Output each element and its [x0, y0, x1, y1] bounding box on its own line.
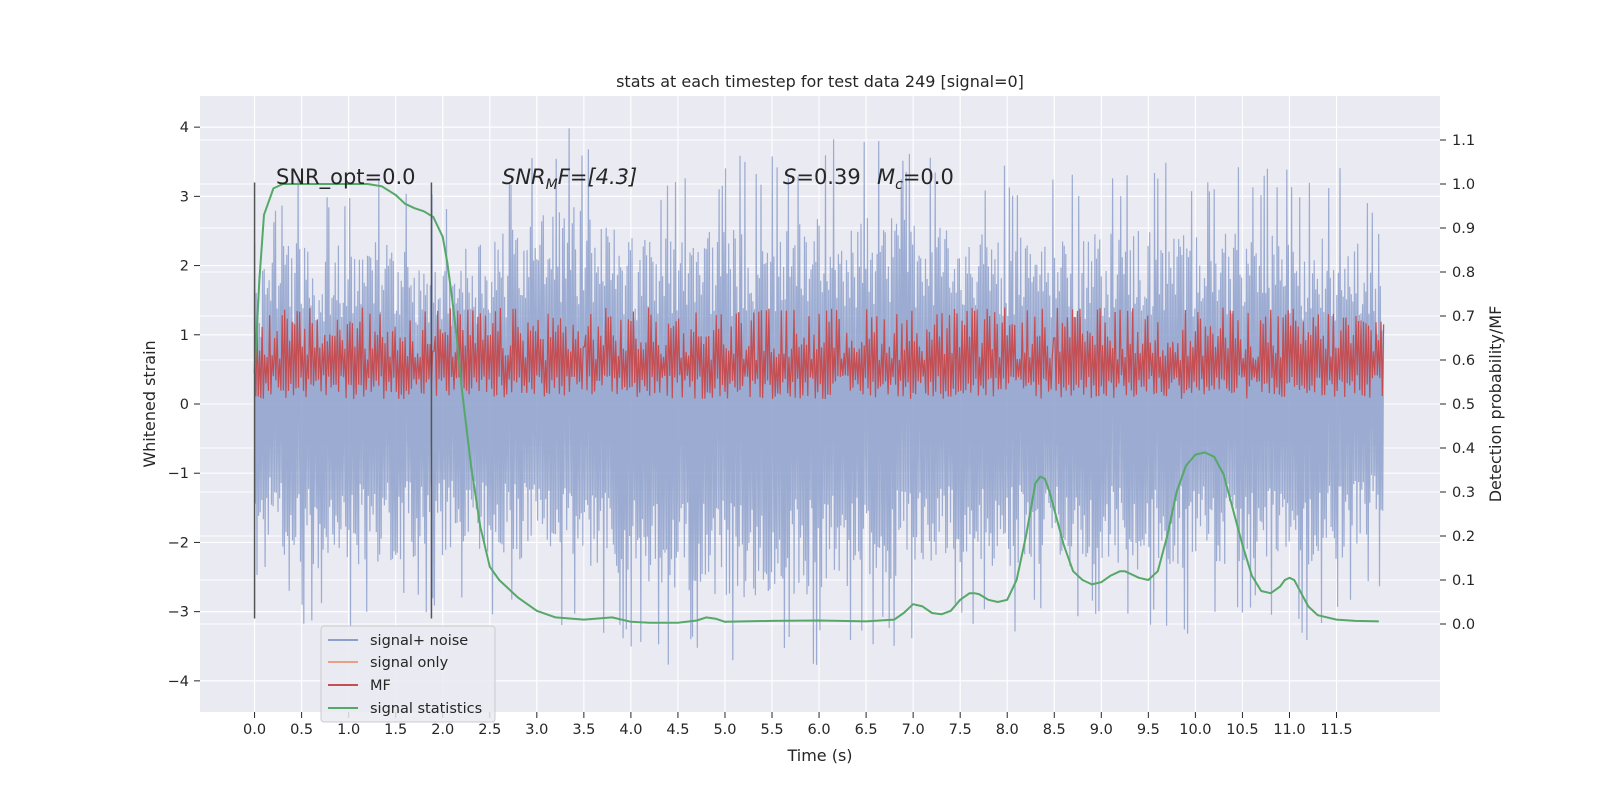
x-tick-label: 9.0: [1090, 722, 1113, 738]
legend-label-signal-only: signal only: [370, 655, 449, 671]
x-tick-label: 3.5: [572, 722, 595, 738]
y-left-tick-label: −3: [168, 605, 189, 621]
y-right-tick-label: 0.1: [1452, 573, 1475, 589]
y-axis-left-label: Whitened strain: [140, 340, 159, 467]
y-axis-left-ticks: −4 −3 −2 −1 0 1 2 3 4: [168, 120, 200, 690]
x-tick-label: 1.0: [337, 722, 360, 738]
y-right-tick-label: 1.1: [1452, 133, 1475, 149]
annotation-s: S=0.39: [783, 165, 861, 189]
x-tick-label: 10.5: [1226, 722, 1258, 738]
x-tick-label: 2.5: [478, 722, 501, 738]
x-tick-label: 11.0: [1273, 722, 1305, 738]
x-tick-label: 0.5: [290, 722, 313, 738]
legend: signal+ noise signal only MF signal stat…: [320, 625, 496, 723]
annotation-mc-main: M: [877, 165, 895, 189]
x-tick-label: 8.0: [996, 722, 1019, 738]
y-left-tick-label: 2: [180, 259, 189, 275]
annotation-s-main: S: [783, 165, 796, 189]
x-axis-label: Time (s): [786, 746, 852, 765]
x-tick-label: 4.0: [619, 722, 642, 738]
y-right-tick-label: 0.6: [1452, 353, 1475, 369]
y-axis-right-label: Detection probability/MF: [1486, 306, 1505, 503]
x-tick-label: 5.5: [760, 722, 783, 738]
signal-noise-line: [254, 128, 1385, 665]
x-tick-label: 1.5: [384, 722, 407, 738]
annotation-snr-mf-tail: F=[4.3]: [558, 165, 637, 189]
legend-label-signal-noise: signal+ noise: [370, 633, 468, 649]
mf-series: [254, 307, 1385, 400]
y-left-tick-label: −1: [168, 466, 189, 482]
signal-noise-series: [254, 128, 1385, 665]
y-left-tick-label: 3: [180, 189, 189, 205]
y-left-tick-label: 4: [180, 120, 189, 136]
y-right-tick-label: 0.9: [1452, 221, 1475, 237]
y-right-tick-label: 0.4: [1452, 441, 1475, 457]
x-tick-label: 11.5: [1320, 722, 1352, 738]
x-tick-label: 5.0: [713, 722, 736, 738]
signal-statistics-series: [253, 183, 1379, 624]
vertical-markers: [253, 182, 433, 619]
annotation-s-tail: =0.39: [796, 165, 860, 189]
annotation-mc-sub: c: [895, 177, 903, 193]
x-tick-label: 6.5: [855, 722, 878, 738]
annotation-snr-mf: SNRMF=[4.3]: [502, 165, 637, 193]
y-right-tick-label: 1.0: [1452, 177, 1475, 193]
annotation-snr-opt: SNR_opt=0.0: [276, 165, 416, 190]
y-right-tick-label: 0.0: [1452, 617, 1475, 633]
annotation-mc-tail: =0.0: [903, 165, 954, 189]
x-tick-label: 9.5: [1137, 722, 1160, 738]
x-tick-label: 2.0: [431, 722, 454, 738]
y-left-tick-label: 0: [180, 397, 189, 413]
y-right-tick-label: 0.2: [1452, 529, 1475, 545]
x-axis-ticks: 0.0 0.5 1.0 1.5 2.0 2.5 3.0 3.5 4.0 4.5 5.0 5.5 6.0 6…: [243, 712, 1353, 738]
annotation-mc: Mc=0.0: [877, 165, 954, 193]
x-tick-label: 10.0: [1179, 722, 1211, 738]
y-right-tick-label: 0.3: [1452, 485, 1475, 501]
legend-label-signal-statistics: signal statistics: [370, 701, 482, 717]
chart-title: stats at each timestep for test data 249…: [616, 72, 1024, 91]
annotation-snr-mf-main: SNR: [502, 165, 546, 189]
legend-box: [320, 625, 496, 723]
y-left-tick-label: −4: [168, 674, 189, 690]
annotation-snr-mf-sub: M: [546, 177, 558, 193]
legend-label-mf: MF: [370, 678, 391, 694]
x-tick-label: 0.0: [243, 722, 266, 738]
x-tick-label: 7.5: [949, 722, 972, 738]
y-axis-right-ticks: 0.0 0.1 0.2 0.3 0.4 0.5 0.6 0.7 0.8 0.9 1.0 1.1: [1440, 133, 1475, 633]
signal-statistics-line: [253, 183, 1379, 624]
x-tick-label: 8.5: [1043, 722, 1066, 738]
y-right-tick-label: 0.5: [1452, 397, 1475, 413]
x-tick-label: 4.5: [666, 722, 689, 738]
x-tick-label: 7.0: [902, 722, 925, 738]
x-tick-label: 6.0: [808, 722, 831, 738]
x-tick-label: 3.0: [525, 722, 548, 738]
mf-line: [254, 307, 1385, 400]
y-right-tick-label: 0.7: [1452, 309, 1475, 325]
y-left-tick-label: −2: [168, 535, 189, 551]
y-left-tick-label: 1: [180, 328, 189, 344]
y-right-tick-label: 0.8: [1452, 265, 1475, 281]
